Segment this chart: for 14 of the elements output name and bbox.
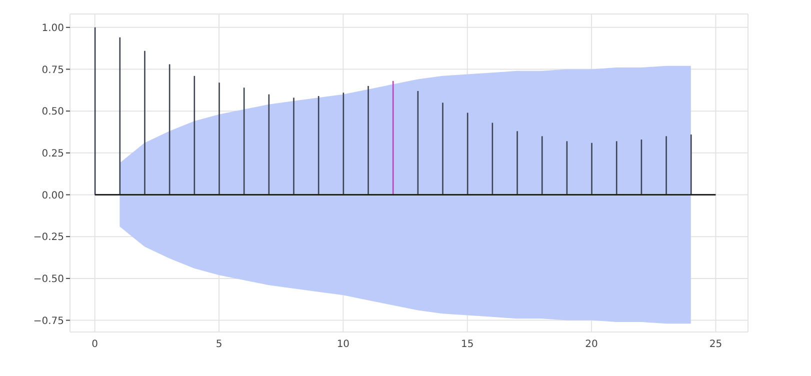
y-tick-label: 0.50 (42, 106, 64, 118)
y-tick-label: −0.25 (33, 232, 64, 244)
x-tick-label: 10 (336, 339, 350, 350)
x-tick-label: 5 (216, 339, 222, 350)
x-tick-label: 20 (585, 339, 598, 350)
x-tick-label: 0 (92, 339, 98, 350)
y-tick-label: 0.25 (42, 148, 64, 160)
y-tick-label: 0.00 (42, 190, 64, 202)
x-tick-label: 15 (460, 339, 474, 350)
x-tick-label: 25 (709, 339, 722, 350)
y-tick-label: −0.50 (33, 274, 64, 285)
y-tick-label: 1.00 (42, 22, 64, 34)
y-tick-label: 0.75 (42, 64, 64, 76)
y-tick-label: −0.75 (33, 316, 64, 327)
